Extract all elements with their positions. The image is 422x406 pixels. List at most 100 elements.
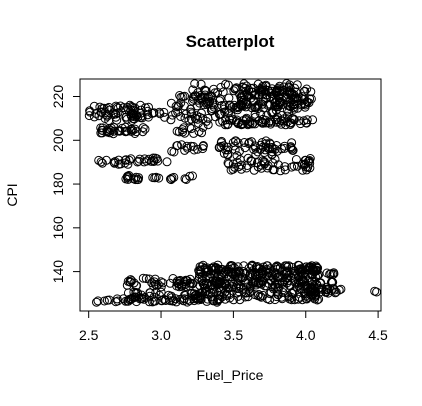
data-point bbox=[186, 289, 196, 299]
data-point bbox=[245, 287, 255, 297]
data-point bbox=[293, 294, 303, 304]
data-point bbox=[223, 149, 232, 159]
data-point bbox=[180, 91, 190, 101]
data-point bbox=[372, 287, 382, 297]
data-point bbox=[215, 96, 225, 106]
data-point bbox=[94, 155, 104, 165]
data-point bbox=[203, 120, 213, 130]
data-point bbox=[133, 157, 142, 167]
data-point bbox=[257, 118, 267, 128]
data-point bbox=[156, 287, 166, 297]
data-point bbox=[134, 292, 144, 302]
data-point bbox=[158, 278, 168, 288]
data-point bbox=[111, 297, 121, 307]
x-axis: 2.5 3.0 3.5 4.0 4.5 bbox=[79, 311, 388, 343]
data-point bbox=[250, 278, 260, 288]
data-point bbox=[253, 104, 263, 114]
data-point bbox=[228, 114, 238, 124]
data-point bbox=[251, 149, 261, 159]
data-point bbox=[225, 293, 235, 303]
data-point bbox=[100, 108, 110, 117]
data-point bbox=[182, 141, 192, 151]
x-tick-label: 3.0 bbox=[151, 327, 171, 343]
y-tick-label: 220 bbox=[50, 85, 66, 109]
data-point bbox=[135, 100, 145, 110]
data-point bbox=[128, 109, 138, 119]
data-point bbox=[144, 274, 154, 284]
data-point bbox=[243, 153, 253, 163]
data-point bbox=[336, 284, 346, 294]
data-point bbox=[215, 277, 224, 287]
data-point bbox=[299, 116, 309, 126]
data-point bbox=[308, 265, 317, 275]
data-point bbox=[302, 84, 312, 94]
data-point bbox=[261, 139, 271, 149]
data-point bbox=[203, 113, 213, 123]
data-point bbox=[263, 261, 273, 271]
data-point bbox=[239, 95, 249, 105]
data-point bbox=[256, 160, 266, 170]
data-point bbox=[254, 289, 264, 299]
data-point bbox=[166, 115, 176, 125]
data-point bbox=[114, 159, 124, 169]
data-point bbox=[169, 296, 178, 305]
data-point bbox=[228, 138, 238, 147]
data-point bbox=[185, 171, 195, 181]
data-point bbox=[291, 155, 301, 164]
data-point bbox=[218, 268, 228, 278]
data-point bbox=[267, 149, 277, 159]
data-point bbox=[303, 157, 313, 167]
x-tick-label: 2.5 bbox=[79, 327, 99, 343]
data-point bbox=[172, 276, 182, 286]
chart-title: Scatterplot bbox=[186, 32, 275, 51]
data-point bbox=[256, 84, 266, 94]
data-points bbox=[84, 79, 382, 307]
data-point bbox=[84, 111, 94, 121]
data-point bbox=[258, 97, 268, 106]
data-point bbox=[292, 80, 302, 90]
data-point bbox=[149, 108, 159, 118]
data-point bbox=[219, 148, 229, 158]
data-point bbox=[142, 156, 152, 166]
data-point bbox=[275, 166, 285, 176]
data-point bbox=[122, 173, 132, 183]
data-point bbox=[223, 158, 233, 168]
data-point bbox=[129, 174, 139, 184]
data-point bbox=[124, 171, 134, 180]
data-point bbox=[156, 282, 166, 292]
data-point bbox=[136, 105, 146, 115]
data-point bbox=[198, 144, 208, 154]
data-point bbox=[247, 119, 257, 129]
data-point bbox=[278, 277, 288, 287]
data-point bbox=[283, 267, 293, 277]
data-point bbox=[278, 85, 288, 95]
data-point bbox=[257, 138, 267, 147]
data-point bbox=[156, 277, 166, 287]
data-point bbox=[172, 126, 182, 136]
data-point bbox=[284, 88, 294, 98]
data-point bbox=[220, 294, 230, 304]
data-point bbox=[126, 102, 136, 111]
data-point bbox=[246, 93, 256, 103]
data-point bbox=[135, 154, 145, 164]
data-point bbox=[216, 82, 226, 92]
data-point bbox=[121, 112, 131, 122]
data-point bbox=[191, 91, 201, 101]
data-point bbox=[208, 98, 218, 108]
data-point bbox=[297, 99, 307, 108]
data-point bbox=[234, 266, 244, 276]
data-point bbox=[203, 289, 213, 299]
data-point bbox=[208, 263, 218, 273]
y-tick-label: 200 bbox=[50, 128, 66, 152]
data-point bbox=[240, 292, 250, 302]
data-point bbox=[134, 173, 144, 183]
data-point bbox=[179, 296, 189, 306]
data-point bbox=[255, 268, 265, 278]
data-point bbox=[122, 126, 132, 136]
data-point bbox=[193, 144, 202, 154]
data-point bbox=[284, 107, 294, 117]
data-point bbox=[93, 296, 103, 306]
data-point bbox=[126, 125, 136, 135]
data-point bbox=[328, 269, 338, 279]
data-point bbox=[284, 83, 294, 93]
